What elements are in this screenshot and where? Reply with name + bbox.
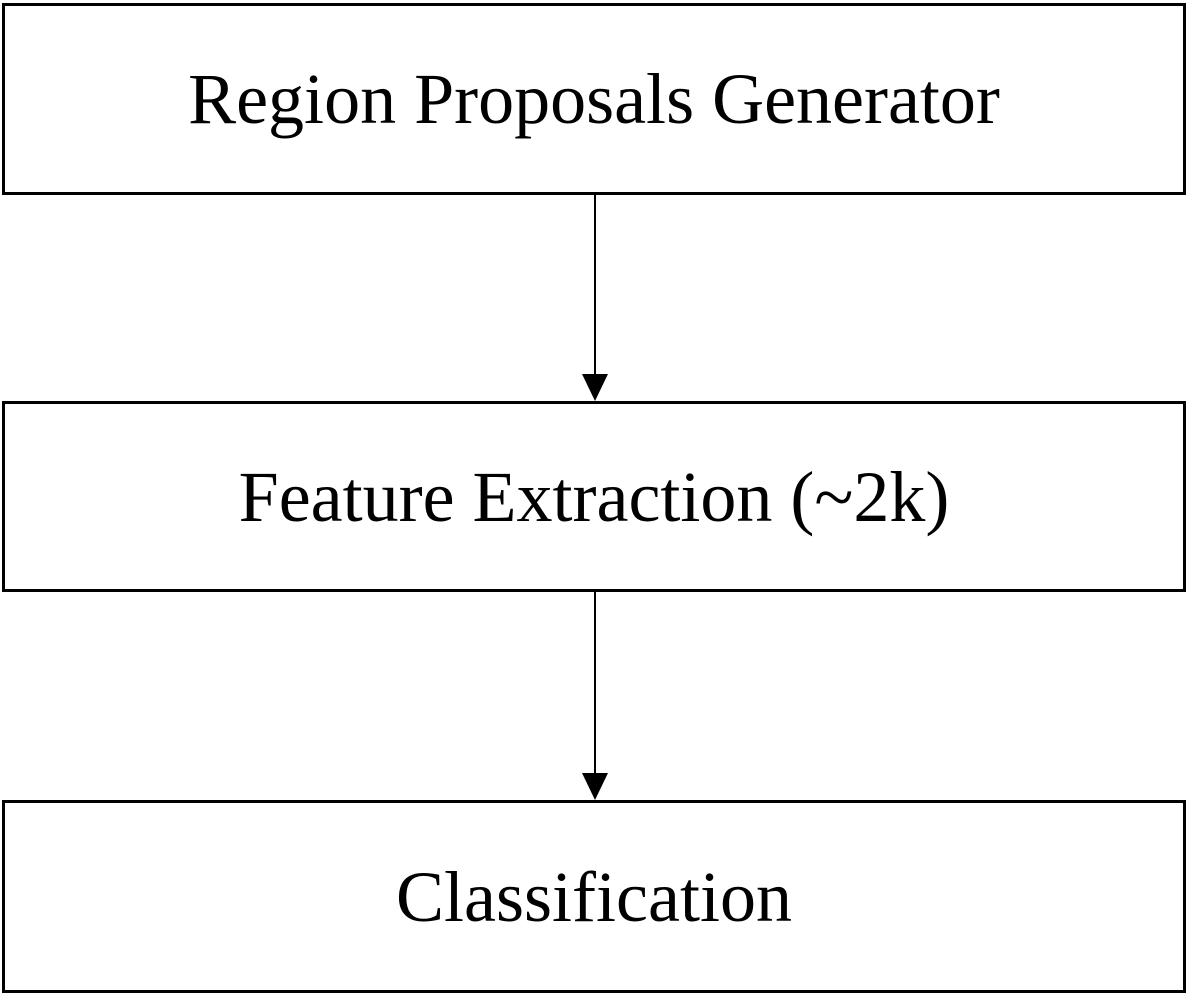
arrow-feature-to-classification bbox=[582, 592, 608, 800]
step-box-classification: Classification bbox=[2, 800, 1186, 993]
step-box-region-proposals: Region Proposals Generator bbox=[2, 3, 1186, 195]
arrowhead-1 bbox=[582, 374, 608, 401]
arrowhead-2 bbox=[582, 773, 608, 800]
step-label-classification: Classification bbox=[396, 856, 792, 937]
arrow-region-to-feature bbox=[582, 195, 608, 401]
step-box-feature-extraction: Feature Extraction (~2k) bbox=[2, 401, 1186, 592]
step-label-feature-extraction: Feature Extraction (~2k) bbox=[238, 456, 950, 537]
step-label-region-proposals: Region Proposals Generator bbox=[188, 59, 1000, 139]
